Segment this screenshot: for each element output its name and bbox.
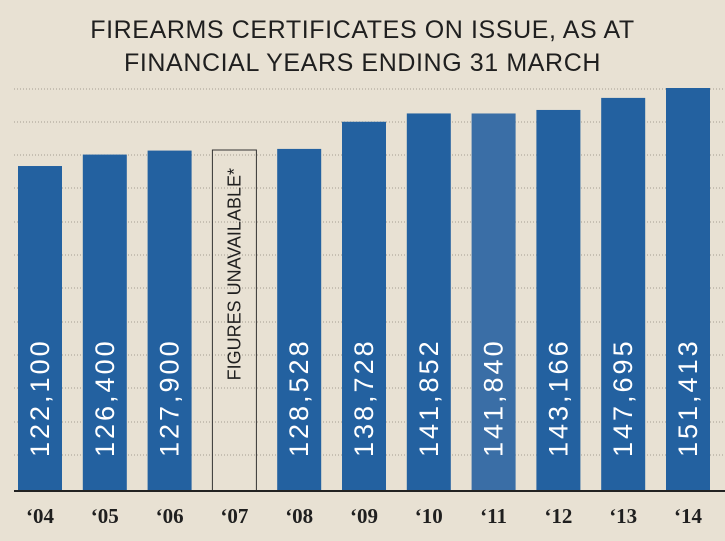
- data-label: 151,413: [673, 338, 703, 457]
- data-label: 127,900: [155, 338, 185, 457]
- x-tick-label: ‘13: [609, 504, 637, 528]
- bar: [342, 121, 386, 491]
- chart-title-line-2: FINANCIAL YEARS ENDING 31 MARCH: [123, 49, 602, 77]
- data-label: 141,852: [414, 338, 444, 457]
- bar: [277, 148, 322, 491]
- x-tick-label: ‘07: [220, 504, 248, 528]
- x-tick-label: ‘10: [415, 504, 443, 528]
- data-label: 141,840: [479, 338, 509, 457]
- bar: [536, 109, 581, 492]
- unavailable-label: FIGURES UNAVAILABLE*: [224, 168, 244, 380]
- bar: [18, 166, 62, 491]
- bar: [406, 113, 451, 491]
- data-label: 147,695: [608, 338, 638, 457]
- data-label: 138,728: [349, 338, 379, 457]
- data-label: 143,166: [543, 338, 573, 457]
- x-tick-label: ‘11: [480, 504, 507, 528]
- x-tick-label: ‘12: [544, 504, 572, 528]
- x-tick-label: ‘06: [156, 504, 184, 528]
- bar: [82, 154, 127, 491]
- x-tick-label: ‘04: [26, 504, 54, 528]
- x-axis-ticks: ‘04 ‘05 ‘06 ‘07 ‘08 ‘09 ‘10 ‘11 ‘12 ‘13 ‘14: [26, 504, 702, 528]
- bars: 122,100 126,400 127,900 FIGURES UNAVAILABLE…: [18, 88, 710, 492]
- bar: [147, 150, 192, 491]
- x-tick-label: ‘05: [91, 504, 119, 528]
- x-tick-label: ‘09: [350, 504, 378, 528]
- x-tick-label: ‘14: [674, 504, 702, 528]
- chart-title-line-1: FIREARMS CERTIFICATES ON ISSUE, AS AT: [90, 16, 635, 44]
- data-label: 128,528: [284, 338, 314, 457]
- data-label: 126,400: [90, 338, 120, 457]
- bar: [471, 113, 516, 492]
- data-label: 122,100: [25, 338, 55, 457]
- chart-title: FIREARMS CERTIFICATES ON ISSUE, AS AT FI…: [0, 14, 725, 80]
- bar: [666, 88, 710, 491]
- bar: [601, 97, 646, 491]
- x-tick-label: ‘08: [285, 504, 313, 528]
